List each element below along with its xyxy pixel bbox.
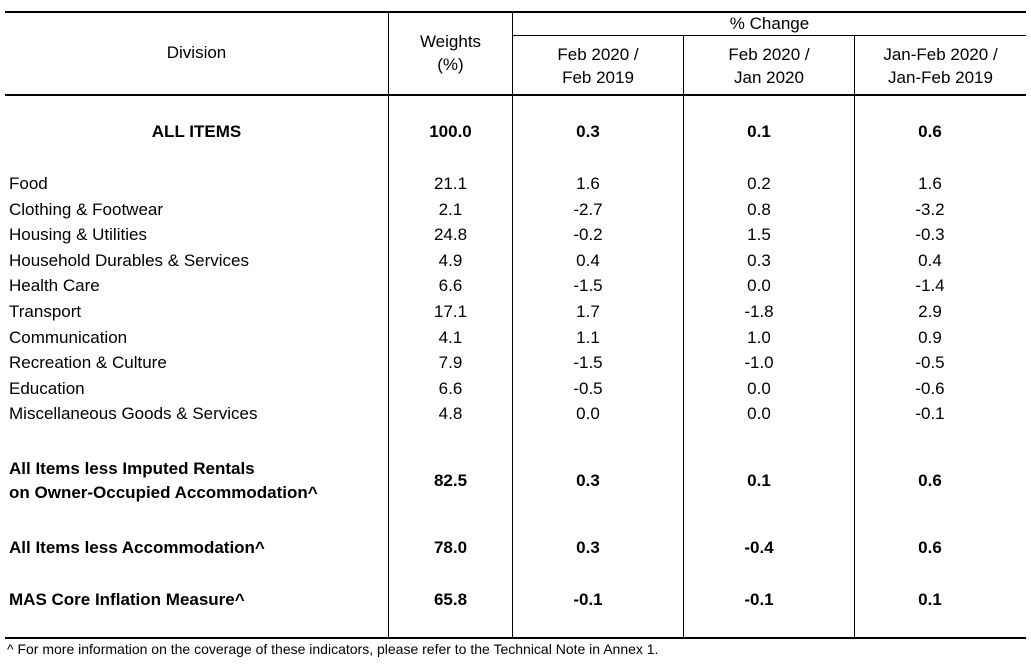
division-jan2020: 1.5 — [747, 225, 771, 244]
division-feb2019: 0.4 — [576, 251, 600, 270]
all-items-jan2020: 0.1 — [747, 122, 771, 141]
header-col-feb2020-jan2020: Feb 2020 / Jan 2020 — [684, 43, 854, 89]
division-janfeb: 1.6 — [918, 174, 942, 193]
division-janfeb: -0.5 — [915, 353, 945, 372]
division-weight: 6.6 — [438, 379, 463, 398]
division-feb2019: -0.5 — [573, 379, 603, 398]
division-feb2019: 1.1 — [576, 328, 600, 347]
col-divider-weights — [388, 11, 389, 639]
division-jan2020: 0.2 — [747, 174, 771, 193]
all-items-weight: 100.0 — [429, 122, 472, 141]
table-top-rule — [5, 11, 1026, 13]
division-feb2019: 0.0 — [576, 404, 600, 423]
division-jan2020: -1.0 — [744, 353, 774, 372]
division-janfeb: -3.2 — [915, 200, 945, 219]
mas-core-feb2019: -0.1 — [573, 590, 603, 609]
division-label: Housing & Utilities — [9, 225, 147, 244]
mas-core-label: MAS Core Inflation Measure^ — [9, 590, 245, 609]
header-weights-line2: (%) — [437, 55, 464, 74]
imputed-jan2020: 0.1 — [747, 471, 771, 490]
division-feb2019: -1.5 — [573, 353, 603, 372]
mas-core-janfeb: 0.1 — [918, 590, 942, 609]
division-janfeb: 0.4 — [918, 251, 942, 270]
division-janfeb: -0.6 — [915, 379, 945, 398]
all-items-label: ALL ITEMS — [151, 122, 242, 141]
all-items-feb2019: 0.3 — [576, 122, 600, 141]
division-feb2019: 1.6 — [576, 174, 600, 193]
division-weight: 21.1 — [433, 174, 468, 193]
header-pct-change: % Change — [729, 14, 810, 33]
division-weight: 2.1 — [438, 200, 463, 219]
division-jan2020: 0.0 — [747, 379, 771, 398]
division-jan2020: 0.3 — [747, 251, 771, 270]
division-label: Miscellaneous Goods & Services — [9, 404, 258, 423]
header-col-feb2020-feb2019: Feb 2020 / Feb 2019 — [513, 43, 683, 89]
division-weight: 4.9 — [438, 251, 463, 270]
division-feb2019: 1.7 — [576, 302, 600, 321]
header-col3-line2: Jan-Feb 2019 — [888, 68, 993, 87]
division-janfeb: 2.9 — [918, 302, 942, 321]
footnote: ^ For more information on the coverage o… — [7, 641, 659, 657]
imputed-janfeb: 0.6 — [918, 471, 942, 490]
division-janfeb: -0.1 — [915, 404, 945, 423]
header-col2-line2: Jan 2020 — [734, 68, 804, 87]
division-weight: 4.1 — [438, 328, 463, 347]
division-janfeb: -0.3 — [915, 225, 945, 244]
pct-change-rule — [512, 35, 1026, 36]
division-label: Health Care — [9, 276, 100, 295]
division-label: Transport — [9, 302, 82, 321]
less-accommodation-jan2020: -0.4 — [744, 538, 774, 557]
less-accommodation-label: All Items less Accommodation^ — [9, 538, 265, 557]
division-label: Food — [9, 174, 48, 193]
division-janfeb: -1.4 — [915, 276, 945, 295]
division-weight: 24.8 — [433, 225, 468, 244]
header-weights: Weights (%) — [389, 30, 512, 76]
all-items-janfeb: 0.6 — [918, 122, 942, 141]
less-accommodation-weight: 78.0 — [433, 538, 468, 557]
header-col1-line2: Feb 2019 — [562, 68, 634, 87]
division-janfeb: 0.9 — [918, 328, 942, 347]
mas-core-weight: 65.8 — [433, 590, 468, 609]
division-weight: 17.1 — [433, 302, 468, 321]
less-accommodation-janfeb: 0.6 — [918, 538, 942, 557]
imputed-label-line1: All Items less Imputed Rentals — [9, 459, 255, 478]
table-bottom-rule — [5, 637, 1026, 639]
division-label: Clothing & Footwear — [9, 200, 164, 219]
division-jan2020: 0.8 — [747, 200, 771, 219]
division-feb2019: -0.2 — [573, 225, 603, 244]
header-col1-line1: Feb 2020 / — [557, 45, 639, 64]
division-jan2020: 0.0 — [747, 276, 771, 295]
header-col3-line1: Jan-Feb 2020 / — [883, 45, 998, 64]
col-divider-janfeb — [854, 36, 855, 639]
division-weight: 7.9 — [438, 353, 463, 372]
division-jan2020: 1.0 — [747, 328, 771, 347]
division-feb2019: -2.7 — [573, 200, 603, 219]
less-accommodation-feb2019: 0.3 — [576, 538, 600, 557]
division-jan2020: -1.8 — [744, 302, 774, 321]
division-label: Household Durables & Services — [9, 251, 250, 270]
division-label: Communication — [9, 328, 128, 347]
imputed-weight: 82.5 — [433, 471, 468, 490]
division-jan2020: 0.0 — [747, 404, 771, 423]
division-label: Education — [9, 379, 85, 398]
division-label: Recreation & Culture — [9, 353, 167, 372]
header-bottom-rule — [5, 94, 1026, 96]
header-weights-line1: Weights — [419, 32, 482, 51]
imputed-feb2019: 0.3 — [576, 471, 600, 490]
col-divider-jan2020 — [683, 36, 684, 639]
imputed-label-line2: on Owner-Occupied Accommodation^ — [9, 483, 318, 502]
division-feb2019: -1.5 — [573, 276, 603, 295]
header-col2-line1: Feb 2020 / — [728, 45, 810, 64]
header-division: Division — [166, 43, 227, 62]
header-col-janfeb2020-janfeb2019: Jan-Feb 2020 / Jan-Feb 2019 — [855, 43, 1026, 89]
mas-core-jan2020: -0.1 — [744, 590, 774, 609]
col-divider-feb2019 — [512, 11, 513, 639]
division-weight: 4.8 — [438, 404, 463, 423]
division-weight: 6.6 — [438, 276, 463, 295]
